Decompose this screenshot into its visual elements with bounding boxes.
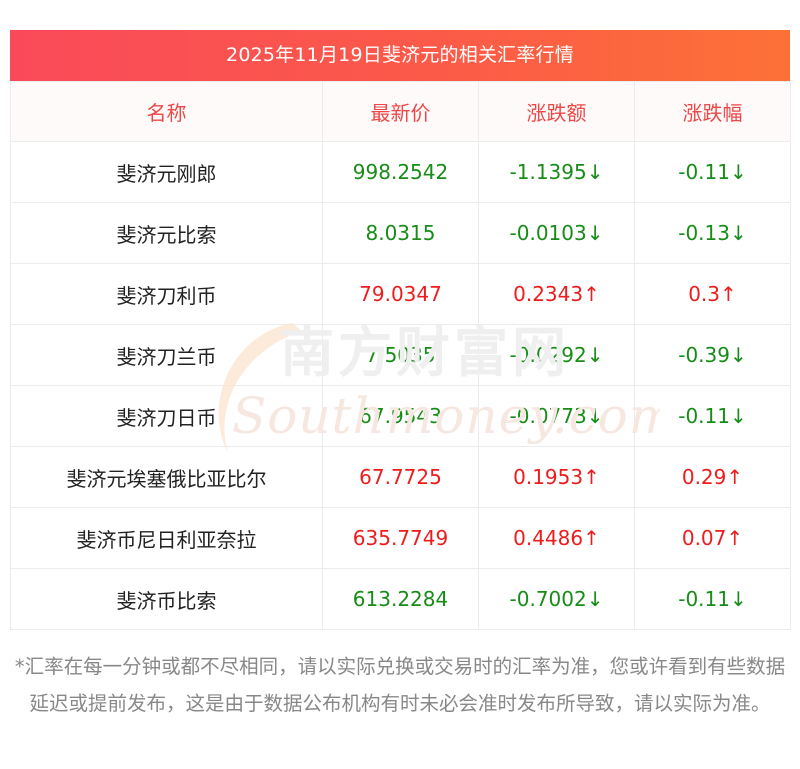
currency-name: 斐济币尼日利亚奈拉	[10, 507, 323, 569]
currency-name: 斐济元埃塞俄比亚比尔	[10, 446, 323, 508]
change-percent: -0.39↓	[634, 324, 791, 386]
table-row: 斐济币尼日利亚奈拉 635.7749 0.4486↑ 0.07↑	[10, 507, 791, 569]
currency-name: 斐济币比索	[10, 568, 323, 630]
exchange-rate-card: 2025年11月19日斐济元的相关汇率行情 名称 最新价 涨跌额 涨跌幅 斐济元…	[10, 30, 791, 630]
latest-price: 79.0347	[322, 263, 479, 325]
currency-name: 斐济刀利币	[10, 263, 323, 325]
latest-price: 635.7749	[322, 507, 479, 569]
table-header-row: 名称 最新价 涨跌额 涨跌幅	[10, 81, 791, 142]
table-row: 斐济元刚郎 998.2542 -1.1395↓ -0.11↓	[10, 141, 791, 203]
latest-price: 613.2284	[322, 568, 479, 630]
table-row: 斐济刀兰币 7.5035 -0.0292↓ -0.39↓	[10, 324, 791, 386]
table-row: 斐济元比索 8.0315 -0.0103↓ -0.13↓	[10, 202, 791, 264]
latest-price: 998.2542	[322, 141, 479, 203]
change-percent: 0.29↑	[634, 446, 791, 508]
change-amount: 0.4486↑	[478, 507, 635, 569]
latest-price: 7.5035	[322, 324, 479, 386]
column-header-name: 名称	[10, 81, 323, 142]
change-amount: 0.1953↑	[478, 446, 635, 508]
latest-price: 8.0315	[322, 202, 479, 264]
currency-name: 斐济元比索	[10, 202, 323, 264]
table-row: 斐济币比索 613.2284 -0.7002↓ -0.11↓	[10, 568, 791, 630]
currency-name: 斐济刀日币	[10, 385, 323, 447]
change-amount: -1.1395↓	[478, 141, 635, 203]
disclaimer-footnote: *汇率在每一分钟或都不尽相同，请以实际兑换或交易时的汇率为准，您或许看到有些数据…	[14, 655, 786, 715]
change-percent: 0.3↑	[634, 263, 791, 325]
latest-price: 67.7725	[322, 446, 479, 508]
change-amount: -0.7002↓	[478, 568, 635, 630]
table-row: 斐济刀利币 79.0347 0.2343↑ 0.3↑	[10, 263, 791, 325]
currency-name: 斐济元刚郎	[10, 141, 323, 203]
table-title: 2025年11月19日斐济元的相关汇率行情	[10, 30, 790, 81]
change-amount: -0.0773↓	[478, 385, 635, 447]
change-amount: -0.0103↓	[478, 202, 635, 264]
change-percent: 0.07↑	[634, 507, 791, 569]
change-percent: -0.13↓	[634, 202, 791, 264]
change-amount: -0.0292↓	[478, 324, 635, 386]
latest-price: 67.9543	[322, 385, 479, 447]
column-header-percent: 涨跌幅	[634, 81, 791, 142]
exchange-rate-table: 名称 最新价 涨跌额 涨跌幅 斐济元刚郎 998.2542 -1.1395↓ -…	[10, 81, 791, 630]
change-percent: -0.11↓	[634, 568, 791, 630]
table-row: 斐济元埃塞俄比亚比尔 67.7725 0.1953↑ 0.29↑	[10, 446, 791, 508]
change-amount: 0.2343↑	[478, 263, 635, 325]
column-header-price: 最新价	[322, 81, 479, 142]
currency-name: 斐济刀兰币	[10, 324, 323, 386]
column-header-change: 涨跌额	[478, 81, 635, 142]
change-percent: -0.11↓	[634, 385, 791, 447]
change-percent: -0.11↓	[634, 141, 791, 203]
table-row: 斐济刀日币 67.9543 -0.0773↓ -0.11↓	[10, 385, 791, 447]
